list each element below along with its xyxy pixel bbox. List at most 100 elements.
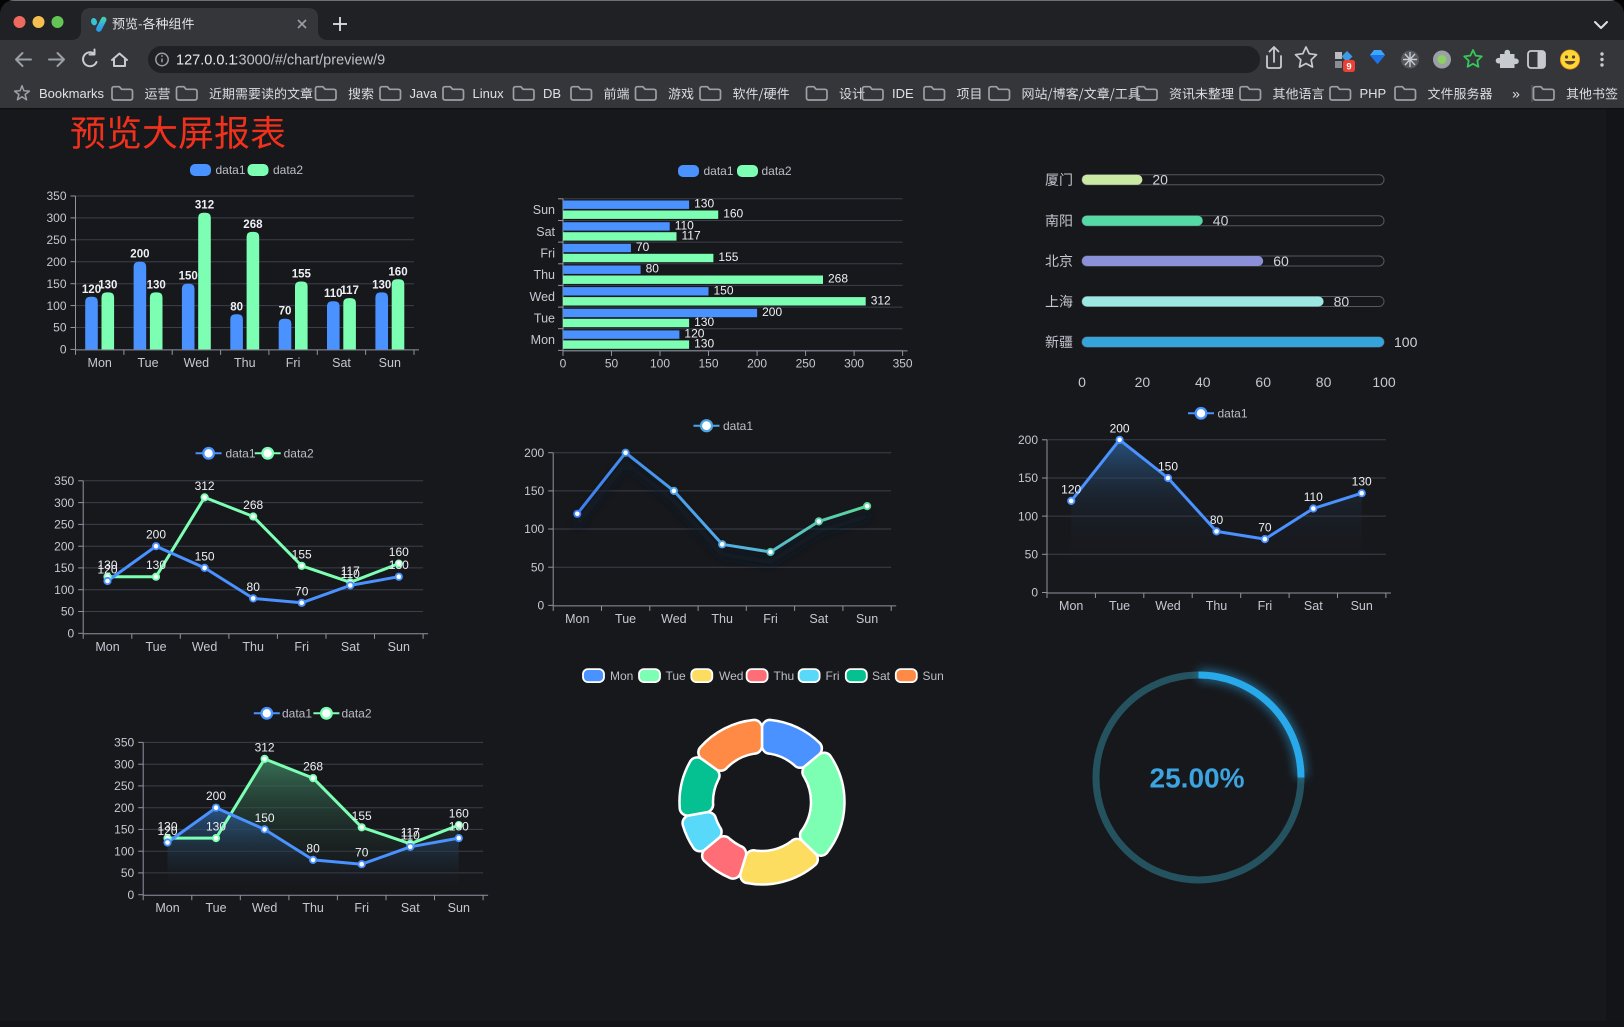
- svg-text:150: 150: [179, 271, 198, 283]
- svg-text:130: 130: [449, 820, 469, 834]
- svg-text:Thu: Thu: [774, 669, 795, 683]
- svg-text:data1: data1: [226, 447, 256, 461]
- svg-text:data2: data2: [284, 447, 314, 461]
- svg-text:Wed: Wed: [530, 290, 556, 304]
- svg-text:155: 155: [718, 250, 738, 264]
- svg-text:Mon: Mon: [1059, 599, 1083, 613]
- svg-text:120: 120: [82, 284, 101, 296]
- svg-text:0: 0: [68, 627, 75, 641]
- svg-text:150: 150: [195, 549, 215, 563]
- svg-text:data1: data1: [1218, 407, 1248, 421]
- svg-text:PHP: PHP: [1360, 86, 1387, 101]
- svg-text:Tue: Tue: [145, 640, 166, 654]
- svg-text:155: 155: [292, 547, 312, 561]
- svg-text:200: 200: [1110, 421, 1130, 435]
- svg-text:IDE: IDE: [892, 86, 914, 101]
- svg-text:150: 150: [255, 811, 275, 825]
- svg-text:312: 312: [255, 740, 275, 754]
- svg-text:Bookmarks: Bookmarks: [39, 86, 105, 101]
- svg-text:120: 120: [97, 563, 117, 577]
- svg-text:80: 80: [1334, 294, 1350, 310]
- svg-text:Sat: Sat: [401, 901, 420, 915]
- svg-text:312: 312: [871, 293, 891, 307]
- svg-text:268: 268: [243, 498, 263, 512]
- svg-text:100: 100: [524, 522, 544, 536]
- svg-text:0: 0: [1078, 374, 1086, 390]
- svg-text:100: 100: [54, 583, 74, 597]
- svg-text:110: 110: [401, 828, 420, 842]
- svg-text:200: 200: [747, 356, 767, 370]
- svg-text:110: 110: [324, 288, 343, 300]
- svg-text:100: 100: [114, 844, 134, 858]
- svg-text:130: 130: [694, 337, 714, 351]
- svg-text:150: 150: [524, 484, 544, 498]
- svg-text:Mon: Mon: [610, 669, 633, 683]
- svg-text:data1: data1: [282, 707, 312, 721]
- svg-text:130: 130: [97, 558, 117, 572]
- svg-text:Sun: Sun: [1351, 599, 1373, 613]
- svg-text:Wed: Wed: [192, 640, 218, 654]
- svg-text:Fri: Fri: [540, 246, 555, 260]
- svg-text:0: 0: [538, 599, 545, 613]
- svg-text:300: 300: [46, 211, 66, 225]
- svg-text:20: 20: [1135, 374, 1151, 390]
- svg-text:Wed: Wed: [184, 356, 210, 370]
- svg-text:Sat: Sat: [1304, 599, 1323, 613]
- svg-text:110: 110: [341, 567, 360, 581]
- svg-text:Sun: Sun: [856, 612, 878, 626]
- svg-text:117: 117: [341, 564, 360, 578]
- svg-text:117: 117: [682, 228, 701, 242]
- svg-text:Sun: Sun: [379, 356, 401, 370]
- svg-text:120: 120: [1061, 482, 1081, 496]
- svg-text:Sat: Sat: [536, 225, 555, 239]
- svg-text:150: 150: [54, 561, 74, 575]
- svg-text:data2: data2: [762, 164, 792, 178]
- svg-text:Wed: Wed: [661, 612, 687, 626]
- svg-text:130: 130: [98, 279, 117, 291]
- svg-text:Sun: Sun: [533, 203, 555, 217]
- svg-text:0: 0: [560, 356, 567, 370]
- svg-text:0: 0: [1031, 586, 1038, 600]
- svg-text:data1: data1: [723, 419, 753, 433]
- svg-text:data2: data2: [342, 707, 372, 721]
- svg-text:130: 130: [1352, 475, 1372, 489]
- svg-text:130: 130: [372, 279, 391, 291]
- svg-text:268: 268: [828, 272, 848, 286]
- svg-text:Mon: Mon: [531, 333, 555, 347]
- svg-text:200: 200: [114, 801, 134, 815]
- svg-text:350: 350: [893, 356, 913, 370]
- svg-text:160: 160: [388, 266, 407, 278]
- svg-text:Thu: Thu: [302, 901, 324, 915]
- svg-text:Sat: Sat: [809, 612, 828, 626]
- svg-text:155: 155: [292, 269, 312, 281]
- svg-text:Fri: Fri: [826, 669, 840, 683]
- svg-text:150: 150: [698, 356, 718, 370]
- svg-text:80: 80: [1316, 374, 1332, 390]
- svg-text:Thu: Thu: [711, 612, 733, 626]
- svg-text:150: 150: [46, 277, 66, 291]
- svg-text:160: 160: [723, 207, 743, 221]
- svg-text:Linux: Linux: [473, 86, 505, 101]
- svg-text:150: 150: [114, 823, 134, 837]
- svg-text:160: 160: [389, 545, 409, 559]
- svg-text:Fri: Fri: [294, 640, 309, 654]
- svg-text:40: 40: [1213, 213, 1229, 229]
- svg-text:Tue: Tue: [534, 311, 555, 325]
- svg-text:350: 350: [46, 189, 66, 203]
- svg-text:Wed: Wed: [1155, 599, 1181, 613]
- svg-text:300: 300: [54, 496, 74, 510]
- svg-text:Mon: Mon: [155, 901, 179, 915]
- svg-text:200: 200: [1018, 433, 1038, 447]
- svg-text:150: 150: [714, 283, 734, 297]
- svg-text:70: 70: [636, 240, 650, 254]
- svg-text:20: 20: [1152, 172, 1168, 188]
- svg-text:80: 80: [646, 262, 660, 276]
- svg-text:Wed: Wed: [252, 901, 278, 915]
- svg-text:150: 150: [1018, 471, 1038, 485]
- svg-text:80: 80: [1210, 513, 1224, 527]
- svg-text:50: 50: [531, 560, 545, 574]
- svg-text:130: 130: [694, 197, 714, 211]
- svg-text:268: 268: [303, 760, 323, 774]
- svg-text:250: 250: [796, 356, 816, 370]
- svg-text:Sat: Sat: [332, 356, 351, 370]
